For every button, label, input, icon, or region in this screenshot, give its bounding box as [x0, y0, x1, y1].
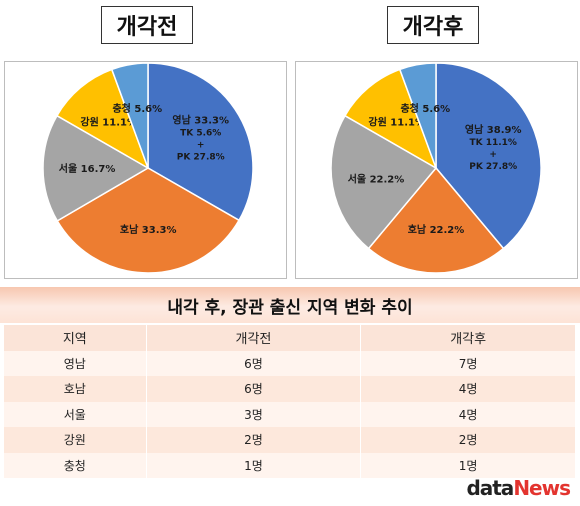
- pie-chart-after: 영남 38.9% TK 11.1% + PK 27.8% 호남 22.2% 서울 22.2…: [330, 62, 542, 274]
- cell-before: 6명: [146, 350, 362, 376]
- cell-after: 4명: [360, 401, 576, 427]
- slice-sublabel: TK 11.1%: [469, 138, 516, 148]
- cell-region: 호남: [4, 376, 147, 402]
- cell-after: 7명: [360, 350, 576, 376]
- column-header-after: 개각후: [360, 325, 576, 351]
- slice-sublabel: PK 27.8%: [177, 153, 225, 163]
- table-row: 강원 2명 2명: [4, 427, 576, 453]
- cell-after: 1명: [360, 452, 576, 478]
- slice-label-서울: 서울 22.2%: [348, 173, 405, 186]
- logo-part-news: News: [513, 476, 571, 500]
- slice-label-강원: 강원 11.1%: [80, 115, 137, 128]
- pie-slice-서울: [42, 114, 150, 222]
- column-header-before: 개각전: [146, 325, 362, 351]
- cell-region: 서울: [4, 401, 147, 427]
- slice-label-충청: 충청 5.6%: [400, 102, 450, 115]
- slice-label-서울: 서울 16.7%: [59, 162, 116, 175]
- pie-slice-충청: [398, 62, 437, 169]
- chart-title-after: 개각후: [387, 6, 479, 44]
- pie-slice-강원: [55, 68, 150, 170]
- cell-region: 충청: [4, 452, 147, 478]
- chart-title-before: 개각전: [101, 6, 193, 44]
- cell-after: 2명: [360, 427, 576, 453]
- datanews-logo: dataNews: [466, 476, 571, 500]
- pie-slice-호남: [367, 166, 505, 274]
- pie-slice-호남: [56, 167, 241, 274]
- table-row: 호남 6명 4명: [4, 376, 576, 402]
- cell-region: 강원: [4, 427, 147, 453]
- slice-sublabel: TK 5.6%: [180, 129, 221, 139]
- table-row: 영남 6명 7명: [4, 350, 576, 376]
- pie-chart-before: 영남 33.3% TK 5.6% + PK 27.8% 호남 33.3% 서울 16.7%…: [42, 62, 254, 274]
- slice-sublabel: +: [489, 150, 497, 160]
- column-header-region: 지역: [4, 325, 147, 351]
- slice-sublabel: PK 27.8%: [469, 162, 517, 172]
- pie-panel-after: 영남 38.9% TK 11.1% + PK 27.8% 호남 22.2% 서울 22.2…: [295, 61, 578, 279]
- slice-label-영남: 영남 33.3%: [172, 114, 229, 127]
- slice-label-강원: 강원 11.1%: [368, 115, 425, 128]
- cell-before: 3명: [146, 401, 362, 427]
- pie-slice-충청: [110, 62, 149, 169]
- slice-label-호남: 호남 33.3%: [120, 223, 177, 236]
- slice-label-영남: 영남 38.9%: [465, 123, 522, 136]
- pie-panel-before: 영남 33.3% TK 5.6% + PK 27.8% 호남 33.3% 서울 16.7%…: [4, 61, 287, 279]
- table-title: 내각 후, 장관 출신 지역 변화 추이: [0, 287, 580, 323]
- slice-sublabel: +: [197, 141, 205, 151]
- cell-before: 1명: [146, 452, 362, 478]
- cell-region: 영남: [4, 350, 147, 376]
- region-table: 지역 개각전 개각후 영남 6명 7명 호남 6명 4명 서울 3명 4명 강원…: [4, 325, 576, 478]
- pie-slice-서울: [330, 114, 438, 250]
- pie-slice-강원: [343, 68, 438, 170]
- slice-label-호남: 호남 22.2%: [408, 223, 465, 236]
- cell-before: 2명: [146, 427, 362, 453]
- table-row: 서울 3명 4명: [4, 401, 576, 427]
- pie-slice-영남: [435, 62, 542, 250]
- cell-before: 6명: [146, 376, 362, 402]
- slice-label-충청: 충청 5.6%: [112, 102, 162, 115]
- cell-after: 4명: [360, 376, 576, 402]
- pie-slice-영남: [147, 62, 254, 222]
- table-row: 충청 1명 1명: [4, 452, 576, 478]
- logo-part-data: data: [466, 476, 514, 500]
